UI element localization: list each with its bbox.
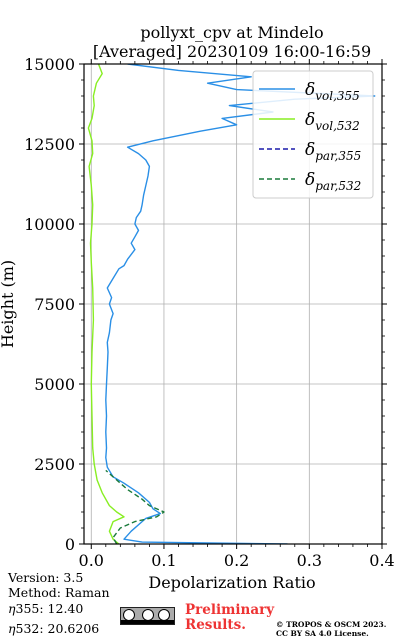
eta355-text: η355: 12.40 (8, 601, 84, 616)
legend-label-2: δpar,355 (305, 140, 361, 163)
eta355-value: 355: 12.40 (15, 601, 84, 616)
x-tick-label: 0.3 (297, 551, 322, 570)
legend-label-0: δvol,355 (305, 80, 360, 103)
y-tick-label: 5000 (34, 375, 75, 394)
x-tick-label: 0.1 (151, 551, 176, 570)
legend-label-3: δpar,532 (305, 170, 361, 193)
chart-title-line2: [Averaged] 20230109 16:00-16:59 (93, 42, 371, 61)
chart-title-line1: pollyxt_cpv at Mindelo (140, 23, 323, 42)
copyright-line1: © TROPOS & OSCM 2023. (276, 620, 387, 629)
preliminary-line1: Preliminary (185, 602, 275, 618)
copyright-notice: © TROPOS & OSCM 2023. CC BY SA 4.0 Licen… (276, 620, 386, 638)
legend-symbol: δ (305, 80, 315, 100)
version-text: Version: 3.5 (8, 570, 84, 585)
y-tick-label: 12500 (24, 135, 75, 154)
legend-label-1: δvol,532 (305, 110, 360, 133)
x-tick-label: 0.4 (369, 551, 394, 570)
y-tick-label: 10000 (24, 215, 75, 234)
legend-symbol: δ (305, 170, 315, 190)
legend-box (252, 70, 374, 199)
legend-subscript: par,532 (315, 179, 361, 193)
legend-subscript: vol,532 (315, 119, 360, 133)
x-tick-label: 0.0 (79, 551, 104, 570)
cc-license-badge-icon (120, 607, 175, 625)
y-tick-label: 7500 (34, 295, 75, 314)
series-line-1 (87, 64, 125, 544)
legend-subscript: par,355 (315, 149, 361, 163)
cc-strip (121, 620, 174, 624)
eta532-value: 532: 20.6206 (15, 621, 100, 636)
y-tick-label: 15000 (24, 55, 75, 74)
legend-symbol: δ (305, 110, 315, 130)
x-axis-label: Depolarization Ratio (148, 573, 315, 592)
axis-ticks: 0.0 0.1 0.2 0.3 0.4 0 2500 5000 7500 10000 12500 15… (24, 55, 395, 570)
x-tick-label: 0.2 (224, 551, 249, 570)
legend-subscript: vol,355 (315, 89, 360, 103)
y-axis-label: Height (m) (0, 260, 17, 348)
series-lines (87, 64, 376, 544)
series-line-3 (105, 469, 165, 544)
eta532-text: η532: 20.6206 (8, 621, 100, 636)
method-text: Method: Raman (8, 585, 110, 600)
y-tick-label: 0 (65, 535, 75, 554)
copyright-line2: CC BY SA 4.0 License. (276, 629, 369, 638)
legend-symbol: δ (305, 140, 315, 160)
y-tick-label: 2500 (34, 455, 75, 474)
series-line-0 (105, 64, 376, 544)
preliminary-notice: Preliminary Results. (185, 603, 274, 633)
preliminary-line2: Results. (185, 617, 246, 633)
